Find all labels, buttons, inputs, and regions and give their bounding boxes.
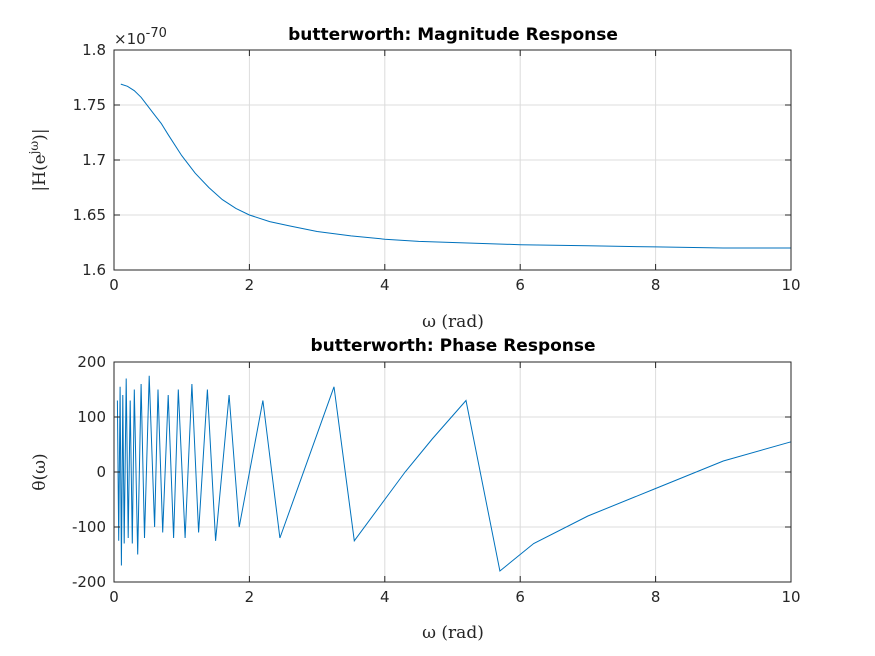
magnitude-y-tick-label: 1.7 [82, 151, 106, 169]
magnitude-ylabel: |H(ejω)| [27, 128, 50, 191]
phase-y-tick-label: 100 [77, 408, 106, 426]
magnitude-y-tick-label: 1.8 [82, 41, 106, 59]
magnitude-y-tick-label: 1.6 [82, 261, 106, 279]
phase-x-tick-label: 0 [109, 588, 119, 606]
phase-y-tick-label: 0 [96, 463, 106, 481]
phase-x-tick-label: 6 [515, 588, 525, 606]
magnitude-ylabel-main: |H(e [30, 154, 50, 191]
magnitude-x-tick-label: 0 [109, 276, 119, 294]
phase-x-tick-label: 4 [380, 588, 390, 606]
phase-xlabel: ω (rad) [422, 623, 484, 643]
phase-x-tick-label: 2 [245, 588, 255, 606]
phase-ticks: 0 2 4 6 8 10 -200 -100 0 100 200 [72, 353, 801, 606]
magnitude-ticks: 0 2 4 6 8 10 1.6 1.65 1.7 1.75 1.8 [73, 41, 801, 294]
magnitude-x-tick-label: 4 [380, 276, 390, 294]
magnitude-x-tick-label: 10 [781, 276, 800, 294]
magnitude-ylabel-superscript: jω [27, 141, 41, 157]
phase-axes: 0 2 4 6 8 10 -200 -100 0 100 200 butterworth: Phas… [30, 336, 801, 643]
phase-x-tick-label: 8 [651, 588, 661, 606]
phase-y-tick-label: -200 [72, 573, 106, 591]
magnitude-x-tick-label: 8 [651, 276, 661, 294]
magnitude-title: butterworth: Magnitude Response [288, 25, 618, 45]
phase-response-line [116, 375, 792, 572]
magnitude-x-tick-label: 6 [515, 276, 525, 294]
magnitude-exponent-multiplier: ×10-70 [114, 26, 167, 48]
magnitude-y-tick-label: 1.75 [73, 96, 106, 114]
magnitude-axes: 0 2 4 6 8 10 1.6 1.65 1.7 1.75 1.8 butterworth: Ma… [27, 25, 801, 332]
phase-x-tick-label: 10 [781, 588, 800, 606]
phase-y-tick-label: 200 [77, 353, 106, 371]
magnitude-series-layer [120, 83, 791, 249]
magnitude-exponent-power: -70 [146, 26, 167, 41]
magnitude-y-tick-label: 1.65 [73, 206, 106, 224]
phase-ylabel: θ(ω) [30, 453, 50, 490]
magnitude-xlabel: ω (rad) [422, 312, 484, 332]
phase-title: butterworth: Phase Response [310, 336, 595, 356]
magnitude-response-line [120, 83, 791, 249]
magnitude-ylabel-end: )| [30, 128, 50, 140]
magnitude-exponent-base: ×10 [114, 30, 146, 48]
phase-y-tick-label: -100 [72, 518, 106, 536]
magnitude-x-tick-label: 2 [245, 276, 255, 294]
phase-series-layer [116, 375, 792, 572]
